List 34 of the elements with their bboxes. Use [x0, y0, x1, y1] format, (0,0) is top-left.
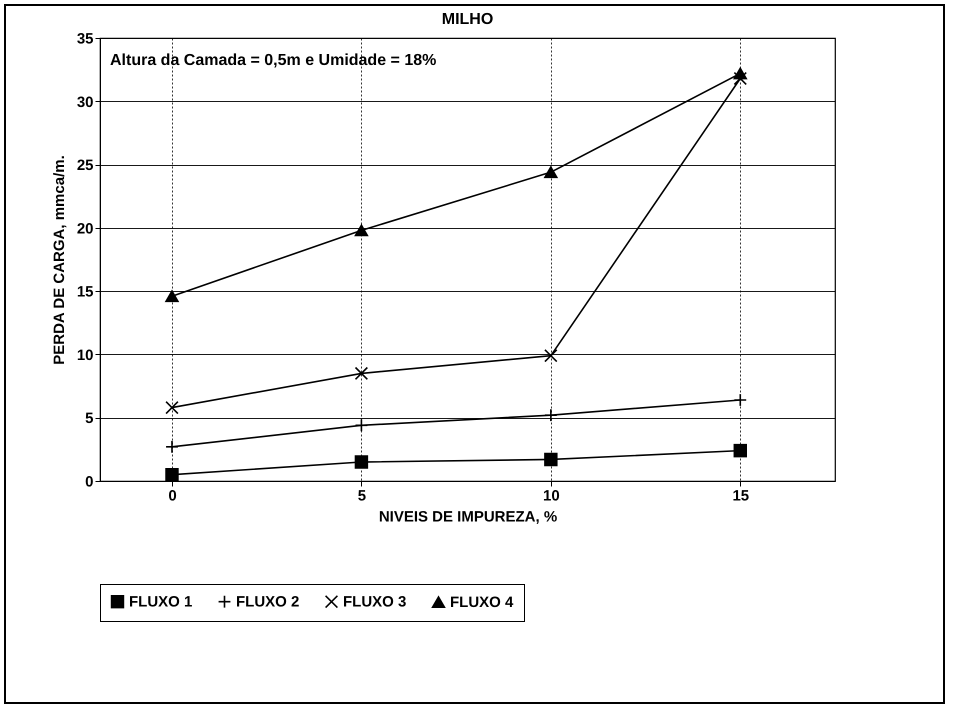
point: [734, 444, 747, 458]
x-axis-title: NIVEIS DE IMPUREZA, %: [378, 508, 558, 526]
y-tick-label: 15: [76, 284, 94, 301]
y-axis-title: PERDA DE CARGA, mmca/m.: [50, 155, 68, 365]
point: [354, 455, 368, 469]
x-tick-label: 5: [358, 488, 366, 504]
point: [734, 393, 747, 407]
x-tick-label: 0: [168, 488, 177, 504]
point: [544, 452, 558, 466]
y-tick-label: 20: [76, 220, 94, 238]
point: [165, 400, 179, 414]
x-tick-label: 10: [543, 488, 560, 504]
y-tick-label: 5: [85, 410, 94, 428]
legend-label: FLUXO 4: [450, 594, 514, 612]
annotation: Altura da Camada = 0,5m e Umidade = 18%: [110, 52, 436, 69]
y-tick-label: 0: [85, 474, 94, 490]
x-tick-label: 15: [732, 488, 750, 504]
point: [544, 166, 558, 178]
legend-label: FLUXO 1: [129, 594, 192, 611]
point: [354, 366, 368, 380]
point: [354, 224, 368, 236]
legend-label: FLUXO 2: [236, 594, 300, 611]
y-tick-label: 35: [76, 30, 94, 48]
point: [734, 68, 747, 80]
y-tick-label: 30: [76, 94, 94, 111]
point: [165, 440, 179, 454]
y-tick-label: 10: [76, 346, 94, 364]
point: [165, 290, 179, 302]
legend-label: FLUXO 3: [343, 594, 406, 611]
point: [165, 468, 179, 482]
chart-title: MILHO: [442, 11, 494, 28]
point: [544, 348, 558, 362]
y-tick-label: 25: [76, 157, 94, 174]
point: [734, 72, 747, 86]
